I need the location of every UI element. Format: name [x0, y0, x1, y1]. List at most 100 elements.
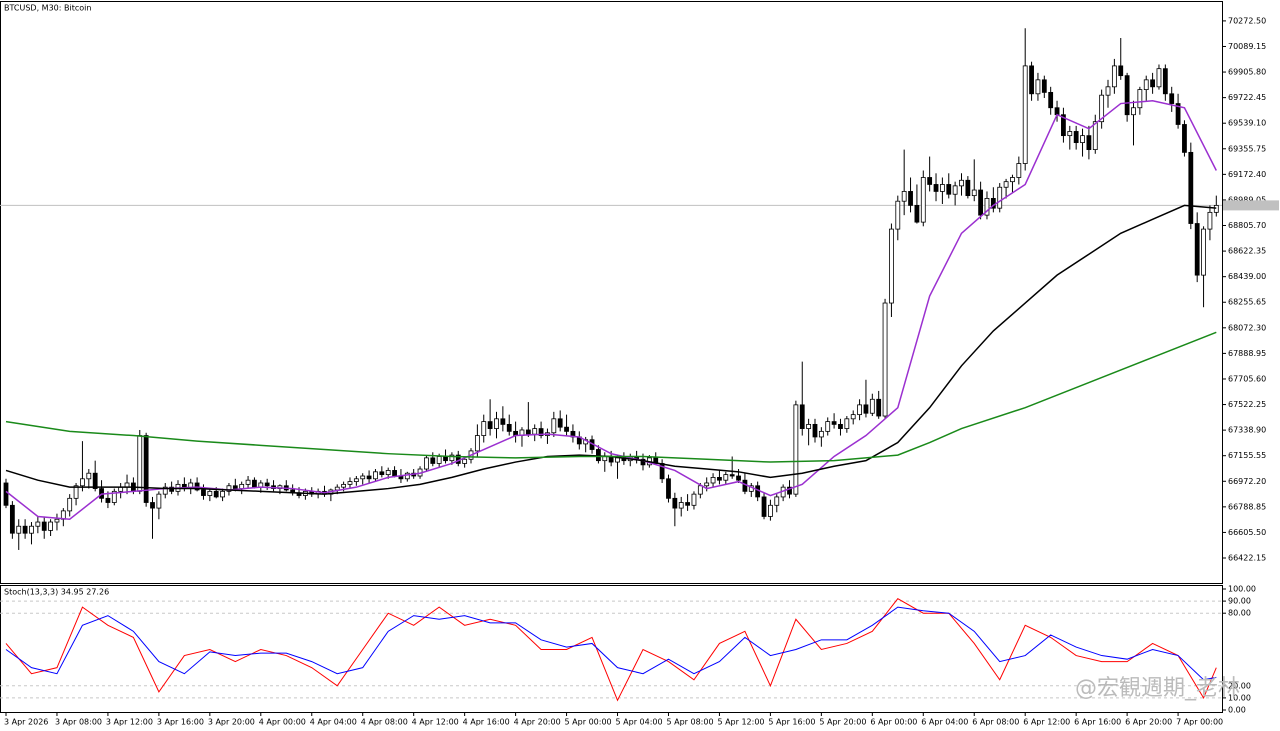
candle-body — [1092, 121, 1098, 150]
candle-body — [952, 185, 958, 195]
y-tick-label: 69905.80 — [1228, 68, 1266, 77]
candle-body — [462, 458, 468, 464]
candle-body — [436, 456, 442, 464]
y-tick-label: 67155.55 — [1228, 451, 1266, 460]
candle-body — [404, 472, 410, 480]
candle-body — [150, 502, 155, 509]
candle-body — [487, 421, 493, 429]
candle-body — [774, 496, 780, 506]
candle-body — [908, 191, 913, 206]
candle-body — [105, 497, 111, 503]
candle-body — [1194, 223, 1200, 276]
candle-body — [1156, 68, 1162, 88]
candle-body — [156, 493, 162, 509]
candle-body — [1054, 107, 1060, 116]
x-tick-label: 7 Apr 00:00 — [1176, 718, 1223, 727]
candle-body — [857, 404, 862, 416]
candle-body — [927, 177, 933, 185]
x-tick-label: 4 Apr 04:00 — [310, 718, 357, 727]
x-tick-label: 6 Apr 04:00 — [921, 718, 968, 727]
candle-body — [946, 184, 952, 195]
candle-body — [1169, 93, 1175, 104]
candle-body — [73, 485, 79, 499]
candle-body — [373, 471, 378, 480]
y-tick-label: 66788.85 — [1228, 502, 1266, 511]
candle-body — [1150, 79, 1155, 88]
y-tick-label: 100.00 — [1228, 585, 1256, 594]
candle-body — [1029, 65, 1034, 95]
candle-body — [162, 486, 168, 495]
candle-body — [691, 493, 697, 506]
x-tick-label: 4 Apr 00:00 — [259, 718, 306, 727]
candle-body — [481, 421, 487, 436]
candle-body — [1048, 91, 1054, 109]
x-tick-label: 5 Apr 16:00 — [768, 718, 815, 727]
x-tick-label: 3 Apr 16:00 — [157, 718, 204, 727]
x-tick-label: 6 Apr 16:00 — [1074, 718, 1121, 727]
candle-body — [1086, 135, 1092, 150]
candle-body — [392, 470, 397, 477]
candle-body — [80, 478, 85, 487]
y-tick-label: 68622.35 — [1228, 247, 1266, 256]
candle-body — [704, 482, 710, 487]
candle-body — [768, 504, 773, 517]
indicator-title: Stoch(13,3,3) 34.95 27.26 — [4, 588, 109, 597]
candle-body — [1067, 131, 1073, 137]
candle-body — [984, 198, 990, 216]
y-tick-label: 68072.30 — [1228, 323, 1266, 332]
y-tick-label: 66605.50 — [1228, 528, 1266, 537]
y-tick-label: 68805.70 — [1228, 221, 1266, 230]
candle-body — [787, 486, 792, 495]
candle-body — [111, 490, 117, 503]
candle-body — [889, 228, 894, 304]
candle-body — [1022, 65, 1028, 164]
candle-body — [1188, 151, 1194, 224]
candle-body — [449, 454, 455, 462]
y-tick-label: 69722.45 — [1228, 93, 1266, 102]
stoch-line — [5, 606, 1217, 681]
candle-body — [723, 474, 729, 481]
y-tick-label: 70089.15 — [1228, 42, 1266, 51]
x-tick-label: 4 Apr 12:00 — [412, 718, 459, 727]
candle-body — [16, 525, 22, 534]
candle-body — [1137, 89, 1143, 109]
candle-body — [207, 490, 213, 496]
candle-body — [971, 189, 977, 197]
candle-body — [1080, 135, 1085, 144]
candle-body — [239, 483, 245, 489]
candle-body — [353, 478, 359, 482]
candle-body — [557, 418, 563, 428]
candle-body — [920, 177, 926, 223]
candle-body — [1073, 131, 1079, 144]
candle-body — [850, 414, 856, 420]
candle-body — [54, 518, 60, 523]
candle-body — [717, 477, 722, 481]
candle-body — [22, 525, 28, 534]
candle-body — [494, 418, 499, 429]
candle-body — [1207, 211, 1213, 230]
candle-body — [232, 485, 238, 489]
candle-body — [838, 423, 843, 429]
candle-body — [385, 470, 391, 476]
y-tick-label: 68989.05 — [1228, 195, 1266, 204]
x-tick-label: 6 Apr 20:00 — [1125, 718, 1172, 727]
moving-average — [5, 100, 1217, 521]
candle-body — [226, 485, 232, 492]
candle-body — [882, 302, 888, 417]
candle-body — [933, 184, 939, 192]
candle-body — [443, 456, 448, 462]
x-tick-label: 5 Apr 04:00 — [616, 718, 663, 727]
candle-body — [1131, 107, 1136, 116]
candle-body — [729, 474, 735, 477]
candle-body — [736, 475, 741, 481]
y-tick-label: 66972.20 — [1228, 477, 1266, 486]
candle-body — [1124, 75, 1130, 116]
x-tick-label: 5 Apr 08:00 — [666, 718, 713, 727]
x-tick-label: 5 Apr 00:00 — [565, 718, 612, 727]
y-tick-label: 69355.75 — [1228, 144, 1266, 153]
y-tick-label: 67888.95 — [1228, 349, 1266, 358]
candle-body — [1041, 79, 1047, 93]
candle-body — [1213, 204, 1219, 213]
candle-body — [710, 477, 716, 484]
candle-body — [41, 521, 47, 531]
